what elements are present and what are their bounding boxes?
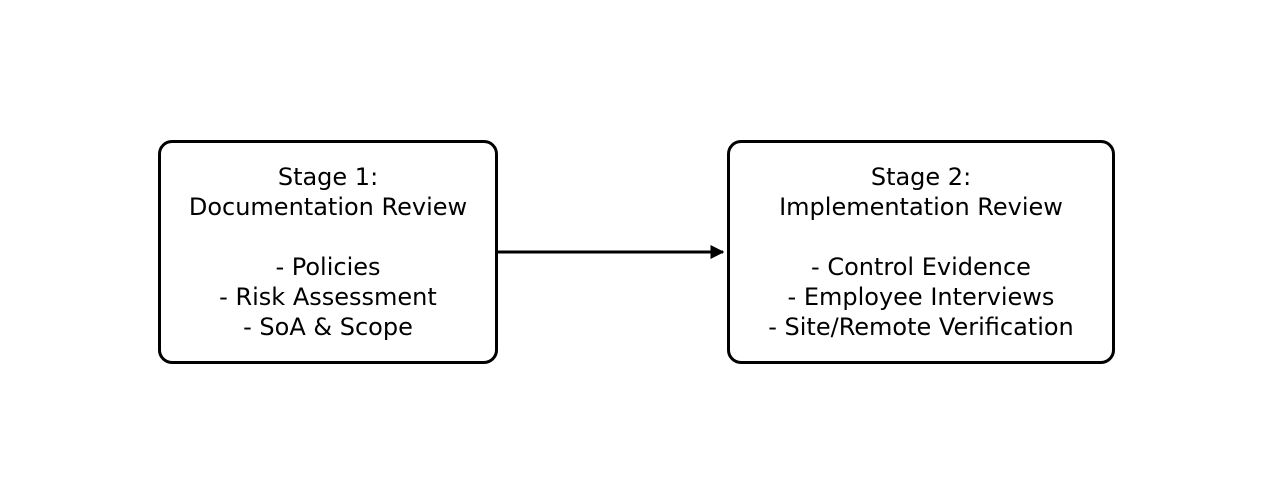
stage2-bullet-2: - Employee Interviews	[788, 282, 1055, 312]
stage1-bullet-3: - SoA & Scope	[243, 312, 413, 342]
stage1-blank	[324, 222, 332, 252]
stage1-title-line2: Documentation Review	[189, 192, 467, 222]
stage1-box: Stage 1: Documentation Review - Policies…	[158, 140, 498, 364]
stage2-title-line1: Stage 2:	[871, 162, 971, 192]
stage2-blank	[917, 222, 925, 252]
stage2-box: Stage 2: Implementation Review - Control…	[727, 140, 1115, 364]
stage2-bullet-3: - Site/Remote Verification	[768, 312, 1074, 342]
stage2-bullet-1: - Control Evidence	[811, 252, 1031, 282]
stage2-title-line2: Implementation Review	[779, 192, 1063, 222]
stage1-title-line1: Stage 1:	[278, 162, 378, 192]
stage1-bullet-2: - Risk Assessment	[219, 282, 437, 312]
stage1-bullet-1: - Policies	[275, 252, 380, 282]
diagram-canvas: Stage 1: Documentation Review - Policies…	[0, 0, 1280, 502]
